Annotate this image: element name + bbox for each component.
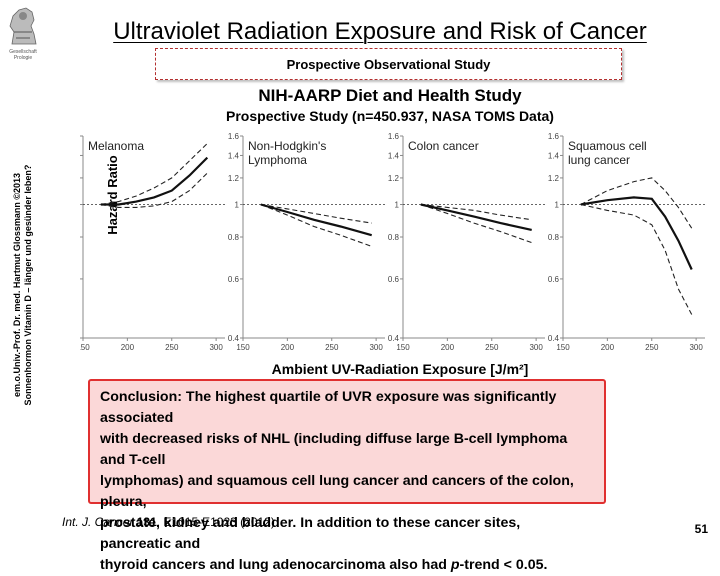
x-tick-label: 150: [236, 343, 250, 352]
panel-1: 0.40.60.811.21.41.6150200250300Melanoma: [80, 135, 225, 352]
y-tick-label: 0.6: [228, 275, 240, 284]
y-tick-label: 0.8: [548, 233, 560, 242]
y-tick-label: 1.6: [388, 132, 400, 141]
citation-volume: 131: [136, 515, 157, 529]
study-name: NIH-AARP Diet and Health Study: [258, 86, 522, 105]
panel-label: lung cancer: [568, 153, 630, 167]
citation-pages: , E1015-E1023 (2012): [156, 515, 275, 529]
upper-ci-line: [580, 177, 693, 229]
y-tick-label: 0.6: [548, 275, 560, 284]
x-tick-label: 200: [281, 343, 295, 352]
x-tick-label: 200: [441, 343, 455, 352]
x-tick-label: 300: [369, 343, 383, 352]
lower-ci-line: [260, 203, 372, 247]
x-tick-label: 200: [121, 343, 135, 352]
citation: Int. J. Cancer 131, E1015-E1023 (2012): [62, 515, 275, 529]
panel-label: Non-Hodgkin's: [248, 139, 326, 153]
y-tick-label: 1.4: [388, 151, 400, 160]
upper-ci-line: [260, 203, 372, 224]
estimate-line: [420, 203, 532, 231]
upper-ci-line: [100, 143, 208, 206]
panel-2: 0.4 0.6 0.8 1 1.2 1.4 1.6 150 200 250 300 Non-Hodgk…: [228, 132, 385, 352]
y-tick-label: 0.4: [388, 334, 400, 343]
conclusion-line: Conclusion: The highest quartile of UVR …: [100, 389, 557, 426]
conclusion-text: thyroid cancers and lung adenocarcinoma …: [100, 557, 451, 573]
y-tick-label: 1.2: [228, 174, 240, 183]
estimate-line: [260, 203, 372, 237]
credit-line-2: Sonnenhormon Vitamin D – länger und gesü…: [23, 164, 33, 406]
x-tick-label: 250: [645, 343, 659, 352]
upper-ci-line: [420, 203, 532, 221]
lower-ci-line: [580, 203, 693, 315]
subtitle-text: Prospective Observational Study: [286, 56, 491, 72]
x-tick-label: 250: [165, 343, 179, 352]
credit-line-1: em.o.Univ.-Prof. Dr. med. Hartmut Glossm…: [12, 172, 22, 398]
citation-journal: Int. J. Cancer: [62, 515, 134, 529]
y-tick-label: 1.4: [548, 151, 560, 160]
panel-label: Colon cancer: [408, 139, 479, 153]
y-tick-label: 0.4: [548, 334, 560, 343]
y-tick-label: 0.8: [228, 233, 240, 242]
x-tick-label: 150: [556, 343, 570, 352]
estimate-line: [580, 196, 693, 270]
conclusion-box: Conclusion: The highest quartile of UVR …: [88, 379, 606, 573]
y-tick-label: 1.4: [228, 151, 240, 160]
vertical-credit: em.o.Univ.-Prof. Dr. med. Hartmut Glossm…: [0, 0, 46, 540]
society-logo: [4, 2, 42, 50]
y-tick-label: 0.4: [228, 334, 240, 343]
p-italic: p: [450, 557, 460, 573]
hazard-ratio-chart: 0.4 0.6 0.8 1 1.2 1.4 1.6 150 200 250 300 Melanoma 0…: [80, 132, 705, 352]
y-tick-label: 1.2: [388, 174, 400, 183]
y-tick-label: 1.6: [548, 132, 560, 141]
x-tick-label: 250: [485, 343, 499, 352]
conclusion-line: with decreased risks of NHL (including d…: [100, 431, 568, 468]
y-tick-label: 1.2: [548, 174, 560, 183]
subtitle-box: Prospective Observational Study: [155, 48, 622, 80]
x-tick-label: 300: [689, 343, 703, 352]
x-tick-label: 150: [80, 343, 90, 352]
x-tick-label: 250: [325, 343, 339, 352]
panel-label: Melanoma: [88, 139, 144, 153]
y-tick-label: 1.6: [228, 132, 240, 141]
lower-ci-line: [100, 172, 208, 208]
study-description: Prospective Study (n=450.937, NASA TOMS …: [226, 108, 554, 124]
panel-4: 0.4 0.6 0.8 1 1.2 1.4 1.6 150 200 250 300 Squamous …: [548, 132, 705, 352]
estimate-line: [100, 156, 209, 206]
y-tick-label: 1: [235, 200, 240, 209]
slide-title: Ultraviolet Radiation Exposure and Risk …: [113, 18, 647, 45]
y-tick-label: 0.6: [388, 275, 400, 284]
y-tick-label: 1: [555, 200, 560, 209]
conclusion-line: thyroid cancers and lung adenocarcinoma …: [100, 555, 594, 576]
page-number: 51: [694, 522, 708, 536]
panel-label: Lymphoma: [248, 153, 307, 167]
y-tick-label: 0.8: [388, 233, 400, 242]
panel-label: Squamous cell: [568, 139, 647, 153]
x-axis-label: Ambient UV-Radiation Exposure [J/m²]: [271, 361, 529, 377]
x-tick-label: 150: [396, 343, 410, 352]
conclusion-text: -trend < 0.05.: [459, 557, 548, 573]
conclusion-line: lymphomas) and squamous cell lung cancer…: [100, 473, 574, 510]
x-tick-label: 200: [601, 343, 615, 352]
logo-caption: Gesellschaft Prologie: [9, 49, 37, 61]
x-tick-label: 300: [529, 343, 543, 352]
lower-ci-line: [420, 203, 532, 244]
panel-3: 0.4 0.6 0.8 1 1.2 1.4 1.6 150 200 250 300 Colon can…: [388, 132, 545, 352]
y-tick-label: 1: [395, 200, 400, 209]
x-tick-label: 300: [209, 343, 223, 352]
